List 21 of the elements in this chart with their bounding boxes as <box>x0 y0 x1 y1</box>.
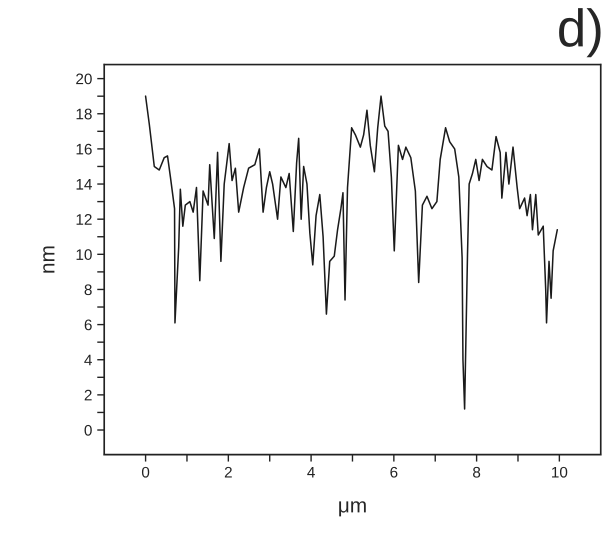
y-tick-label: 10 <box>76 249 92 260</box>
y-tick-label: 2 <box>84 390 92 400</box>
x-tick-label: 0 <box>142 466 150 478</box>
y-tick-label: 4 <box>84 354 92 366</box>
x-tick-label: 2 <box>224 466 232 478</box>
y-tick-label: 14 <box>76 179 92 190</box>
x-tick-label: 6 <box>390 466 398 478</box>
x-axis-title: μm <box>339 501 366 516</box>
x-tick-label: 4 <box>307 466 315 478</box>
y-axis-title: nm <box>43 246 54 273</box>
x-tick-label: 8 <box>473 466 480 478</box>
chart-title: d) <box>559 8 601 58</box>
y-tick-label: 12 <box>76 214 92 225</box>
x-tick-label: 10 <box>552 466 568 478</box>
y-tick-label: 20 <box>76 73 92 84</box>
y-tick-label: 16 <box>76 144 92 155</box>
y-tick-label: 6 <box>84 319 92 330</box>
line-series <box>144 95 558 410</box>
y-tick-label: 8 <box>84 284 92 296</box>
y-tick-label: 18 <box>76 108 92 120</box>
y-tick-label: 0 <box>84 424 92 436</box>
